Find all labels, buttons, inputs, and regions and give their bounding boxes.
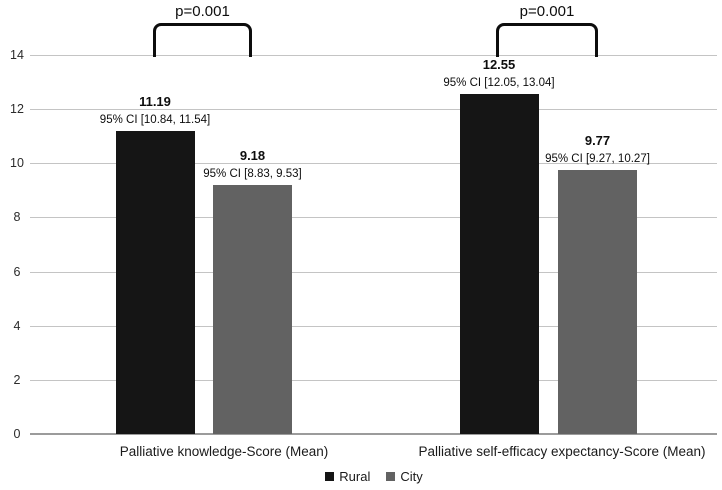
bar-rural-group1	[115, 131, 195, 434]
x-axis-category-label-2: Palliative self-efficacy expectancy-Scor…	[418, 444, 706, 459]
y-tick-label-4: 4	[13, 318, 21, 333]
gridline-y-6	[30, 271, 717, 273]
legend-item-rural: Rural	[325, 469, 370, 484]
gridline-y-8	[30, 217, 717, 219]
gridline-y-4	[30, 325, 717, 327]
legend-label-city: City	[400, 469, 423, 484]
y-tick-label-8: 8	[13, 210, 21, 225]
gridline-y-12	[30, 109, 717, 111]
bar-city-group2	[558, 169, 637, 434]
legend-swatch-rural	[325, 472, 335, 481]
y-tick-label-14: 14	[10, 48, 24, 62]
p-value-label-group2: p=0.001	[519, 3, 575, 20]
bar-rural-group2	[459, 94, 539, 434]
gridline-y-0	[30, 433, 717, 435]
bar-ci-label-city-group2: 95% CI [9.27, 10.27]	[545, 152, 650, 165]
legend-label-rural: Rural	[339, 469, 371, 484]
bar-ci-label-city-group1: 95% CI [8.83, 9.53]	[203, 168, 302, 181]
gridline-y-2	[30, 379, 717, 381]
bar-city-group1	[213, 185, 292, 434]
gridline-y-14	[30, 55, 717, 56]
legend-item-city: City	[386, 469, 423, 484]
y-tick-label-12: 12	[10, 102, 24, 117]
y-tick-label-10: 10	[10, 156, 24, 171]
significance-bracket-group1	[153, 23, 252, 57]
bar-value-label-city-group1: 9.18	[239, 148, 266, 164]
y-tick-label-6: 6	[13, 264, 21, 279]
bar-ci-label-rural-group2: 95% CI [12.05, 13.04]	[443, 77, 555, 90]
bar-value-label-rural-group1: 11.19	[139, 94, 171, 110]
y-tick-label-0: 0	[13, 427, 21, 441]
x-axis-category-label-1: Palliative knowledge-Score (Mean)	[119, 444, 329, 459]
bar-value-label-city-group2: 9.77	[584, 132, 611, 148]
bar-ci-label-rural-group1: 95% CI [10.84, 11.54]	[99, 114, 211, 127]
bar-value-label-rural-group2: 12.55	[482, 57, 516, 73]
significance-bracket-group2	[496, 23, 598, 57]
legend: Rural City	[0, 469, 722, 484]
y-tick-label-2: 2	[13, 372, 21, 387]
p-value-label-group1: p=0.001	[175, 3, 230, 20]
gridline-y-10	[30, 163, 717, 165]
legend-swatch-city	[386, 472, 396, 481]
